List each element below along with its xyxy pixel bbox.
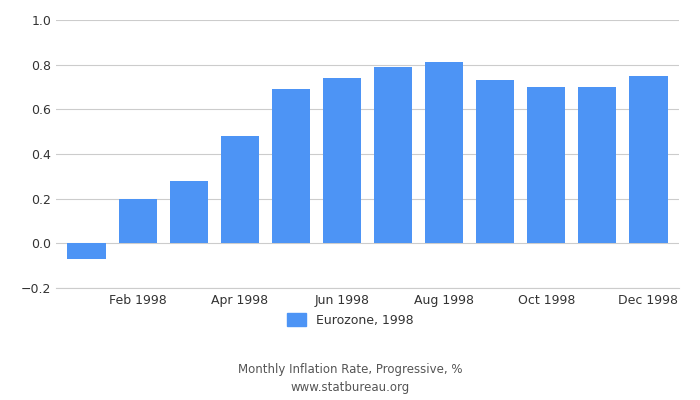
Bar [220,136,259,243]
Bar [578,87,617,243]
Bar [272,89,310,243]
Bar [67,243,106,259]
Bar [629,76,668,243]
Bar [118,199,157,243]
Bar [476,80,514,243]
Text: www.statbureau.org: www.statbureau.org [290,382,410,394]
Bar [169,181,208,243]
Bar [527,87,566,243]
Legend: Eurozone, 1998: Eurozone, 1998 [282,308,418,332]
Bar [374,67,412,243]
Text: Monthly Inflation Rate, Progressive, %: Monthly Inflation Rate, Progressive, % [238,364,462,376]
Bar [323,78,361,243]
Bar [425,62,463,243]
